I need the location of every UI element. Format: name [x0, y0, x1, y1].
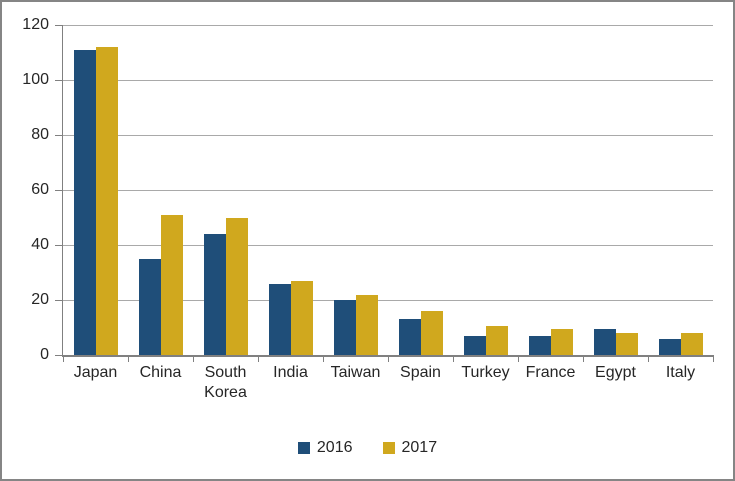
bar-2017	[420, 311, 443, 355]
bar-group-egypt	[583, 25, 648, 355]
legend-swatch-2016-icon	[297, 442, 310, 454]
legend-label-2017: 2017	[401, 439, 438, 456]
y-axis-tick	[55, 135, 63, 136]
y-axis-tick	[55, 355, 63, 356]
bar-2016	[333, 300, 356, 355]
x-axis-tick	[648, 357, 649, 362]
bar-group-taiwan	[323, 25, 388, 355]
gridline-40	[63, 244, 713, 246]
y-axis-label: 80	[31, 126, 49, 143]
bar-2016	[398, 319, 421, 355]
gridline-20	[63, 299, 713, 301]
y-axis-label: 60	[31, 181, 49, 198]
y-axis-label: 0	[40, 346, 49, 363]
bar-group-japan	[63, 25, 128, 355]
bar-2016	[528, 335, 551, 355]
legend-swatch-2017-icon	[382, 442, 395, 454]
bar-2017	[485, 326, 508, 355]
bar-2017	[355, 294, 378, 355]
bar-group-italy	[648, 25, 713, 355]
bar-2017	[225, 217, 248, 355]
x-axis-tick	[193, 357, 194, 362]
y-axis-label: 20	[31, 291, 49, 308]
x-axis-label: Japan	[73, 364, 118, 381]
bar-2016	[593, 328, 616, 355]
gridline-100	[63, 79, 713, 81]
x-axis-line	[62, 355, 714, 357]
y-axis-label: 100	[22, 71, 49, 88]
bar-group-turkey	[453, 25, 518, 355]
x-axis-tick	[388, 357, 389, 362]
bar-2017	[615, 333, 638, 355]
bar-group-china	[128, 25, 193, 355]
bar-2017	[95, 47, 118, 355]
bar-2017	[290, 280, 313, 355]
bar-2016	[658, 338, 681, 355]
y-axis-tick	[55, 80, 63, 81]
x-axis-label: Taiwan	[330, 364, 381, 381]
x-axis-tick	[583, 357, 584, 362]
bar-2017	[160, 214, 183, 355]
x-axis-label: France	[525, 364, 576, 381]
x-axis-tick	[323, 357, 324, 362]
plot-area	[63, 24, 713, 355]
x-axis-tick	[518, 357, 519, 362]
x-axis-tick	[258, 357, 259, 362]
bar-2016	[268, 283, 291, 355]
bar-group-india	[258, 25, 323, 355]
bar-2016	[463, 335, 486, 355]
bar-group-france	[518, 25, 583, 355]
x-axis-tick	[453, 357, 454, 362]
y-axis-tick	[55, 245, 63, 246]
y-axis-tick	[55, 300, 63, 301]
x-axis-label: Turkey	[461, 364, 510, 381]
bar-2017	[550, 328, 573, 355]
gridline-80	[63, 134, 713, 136]
x-axis-label: Egypt	[595, 364, 636, 381]
bar-group-south-korea	[193, 25, 258, 355]
y-axis-tick	[55, 190, 63, 191]
bar-2016	[73, 49, 96, 355]
gridline-120	[63, 24, 713, 26]
x-axis-tick	[128, 357, 129, 362]
legend-label-2016: 2016	[316, 439, 353, 456]
x-axis-label: Italy	[665, 364, 696, 381]
bar-2016	[203, 234, 226, 355]
x-axis-label: India	[273, 364, 308, 381]
x-axis-tick	[63, 357, 64, 362]
x-axis-tick	[713, 357, 714, 362]
y-axis-tick	[55, 25, 63, 26]
x-axis-label: China	[139, 364, 182, 381]
bar-2016	[138, 258, 161, 355]
legend: 2016 2017	[2, 439, 733, 457]
legend-item-2017: 2017	[382, 439, 438, 457]
y-axis-label: 120	[22, 16, 49, 33]
gridline-60	[63, 189, 713, 191]
y-axis-label: 40	[31, 236, 49, 253]
y-axis-line	[62, 25, 63, 357]
x-axis-label: South Korea	[204, 364, 247, 401]
bar-group-spain	[388, 25, 453, 355]
x-axis-label: Spain	[400, 364, 441, 381]
legend-item-2016: 2016	[297, 439, 353, 457]
bar-2017	[680, 333, 703, 355]
